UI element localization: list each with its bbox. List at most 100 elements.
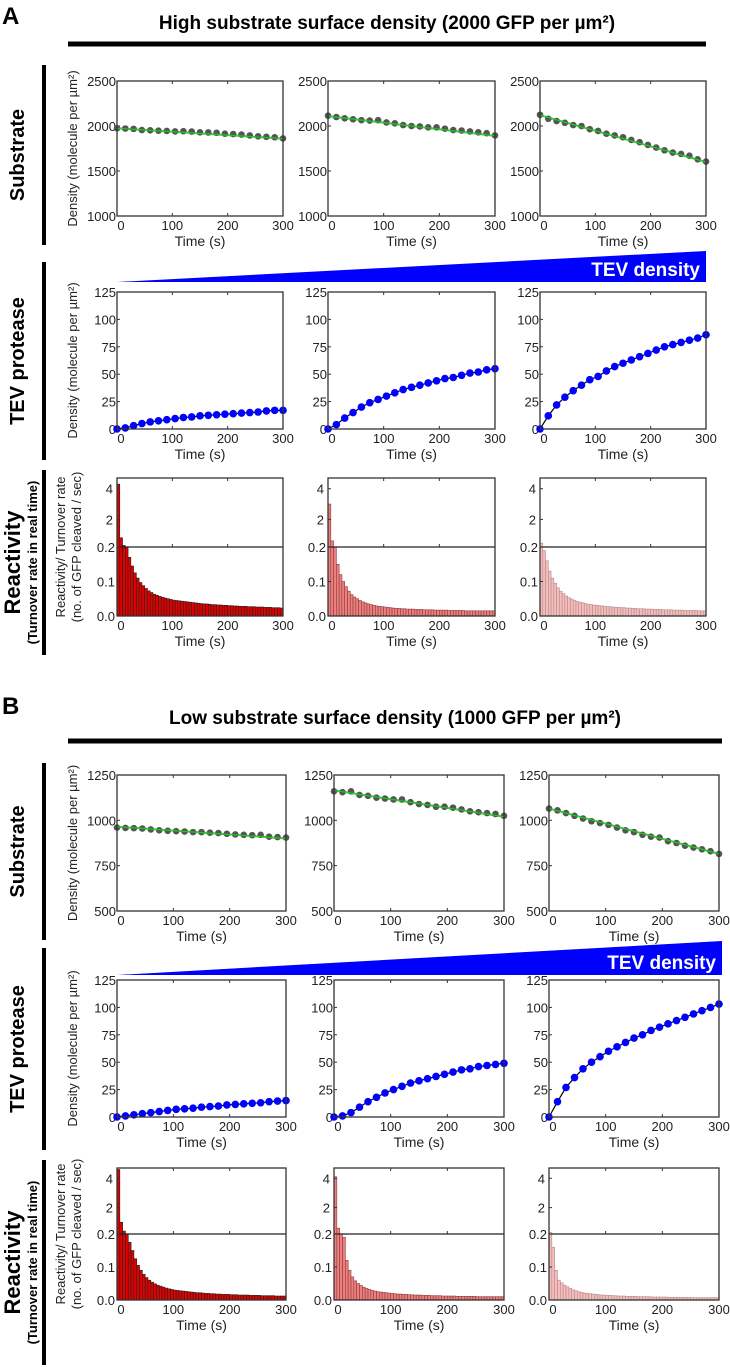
y-tick-label: 2500 [298, 74, 327, 89]
x-tick-label: 200 [651, 1119, 673, 1134]
y-tick-label: 0.2 [97, 540, 115, 555]
bar [568, 1288, 572, 1301]
bar [139, 1270, 143, 1301]
data-point [231, 1100, 240, 1109]
bar [219, 604, 223, 617]
y-tick-label: 4 [106, 1171, 113, 1186]
bar [169, 599, 173, 617]
bar [185, 601, 190, 617]
y-axis-label: Density (molecule per µm²) [65, 765, 80, 921]
y-tick-label: 0.0 [520, 609, 538, 624]
bar [441, 609, 446, 617]
bar [136, 1265, 140, 1301]
x-tick-label: 300 [493, 1119, 515, 1134]
bar [416, 609, 421, 617]
x-tick-label: 100 [380, 1119, 402, 1134]
y-tick-label: 2 [106, 512, 113, 527]
data-point [391, 120, 399, 127]
data-point [466, 1064, 474, 1073]
data-point [180, 127, 187, 135]
bar [402, 608, 407, 617]
plot-frame [116, 291, 284, 430]
data-point [189, 1104, 197, 1113]
bar [229, 1294, 233, 1301]
x-tick-label: 200 [436, 1302, 458, 1317]
y-tick-label: 2 [538, 1201, 545, 1216]
x-axis-label: Time (s) [598, 633, 649, 649]
bar [149, 592, 154, 617]
bar [672, 609, 676, 617]
bar [249, 1295, 253, 1301]
data-point [655, 1023, 664, 1031]
x-tick-label: 200 [651, 913, 673, 928]
data-point [664, 1020, 672, 1028]
bar [407, 1294, 411, 1301]
bar [424, 1295, 428, 1301]
data-point [644, 349, 652, 358]
chart-B-reactivity-3: 0 100 200 300 Time (s) 0.0 0.1 0.2 2 4 [529, 1167, 730, 1333]
data-point [602, 367, 611, 375]
bar [201, 1292, 205, 1301]
data-point [237, 409, 246, 417]
bar [574, 1290, 578, 1301]
y-tick-label: 0 [109, 1110, 116, 1125]
plot-frame [539, 477, 707, 617]
chart-A-tev-1: 0 100 200 300 Time (s) 0 25 50 75 100 125 Density (… [65, 282, 294, 462]
bar [183, 601, 187, 617]
bar [480, 610, 485, 617]
bar [347, 590, 351, 617]
data-point [415, 1077, 423, 1085]
bar [142, 1273, 146, 1301]
data-point [483, 809, 491, 817]
bar [606, 606, 610, 617]
bar [380, 606, 384, 617]
bar [130, 1250, 135, 1301]
bar [430, 609, 435, 617]
x-tick-label: 200 [640, 618, 662, 633]
plot-frame [116, 80, 284, 217]
y-tick-label: 4 [538, 1171, 545, 1186]
bar [444, 609, 448, 617]
bar [341, 581, 345, 617]
y-tick-label: 0.1 [308, 575, 326, 590]
bar [241, 606, 245, 617]
bar [475, 610, 479, 617]
data-point [248, 831, 256, 839]
data-point [457, 1066, 466, 1074]
data-point [432, 1072, 440, 1081]
data-point [273, 1097, 282, 1105]
x-tick-label: 300 [275, 1302, 297, 1317]
x-tick-label: 200 [217, 218, 239, 233]
bar [161, 1286, 166, 1301]
bar [271, 607, 275, 617]
bar [150, 1281, 154, 1301]
bar [589, 604, 593, 617]
bar [565, 1286, 570, 1301]
bar [450, 610, 454, 617]
data-point [347, 1108, 355, 1117]
bar [379, 1291, 383, 1301]
y-tick-label: 100 [94, 1000, 116, 1015]
x-tick-label: 0 [540, 218, 547, 233]
bar [556, 587, 560, 617]
data-point [180, 1104, 189, 1113]
plot-frame [548, 774, 720, 912]
data-point [689, 1010, 698, 1018]
data-point [474, 1062, 483, 1071]
data-point [206, 1102, 214, 1111]
x-tick-label: 100 [380, 913, 402, 928]
bar [550, 577, 555, 617]
bar [226, 1294, 230, 1301]
chart-B-tev-2: 0 100 200 300 Time (s) 0 25 50 75 100 125 [311, 973, 515, 1150]
y-tick-label: 25 [313, 395, 327, 410]
bar [336, 1227, 340, 1301]
bar [571, 1289, 575, 1301]
data-point [164, 827, 171, 835]
bar [243, 1294, 247, 1301]
chart-A-substrate-1: 0 100 200 300 Time (s) 1000 1500 2000 2500 Densit… [65, 70, 294, 249]
bar [483, 610, 487, 617]
bar [661, 609, 665, 617]
x-tick-label: 200 [436, 913, 458, 928]
bar [591, 1293, 595, 1301]
x-axis-label: Time (s) [394, 928, 445, 944]
